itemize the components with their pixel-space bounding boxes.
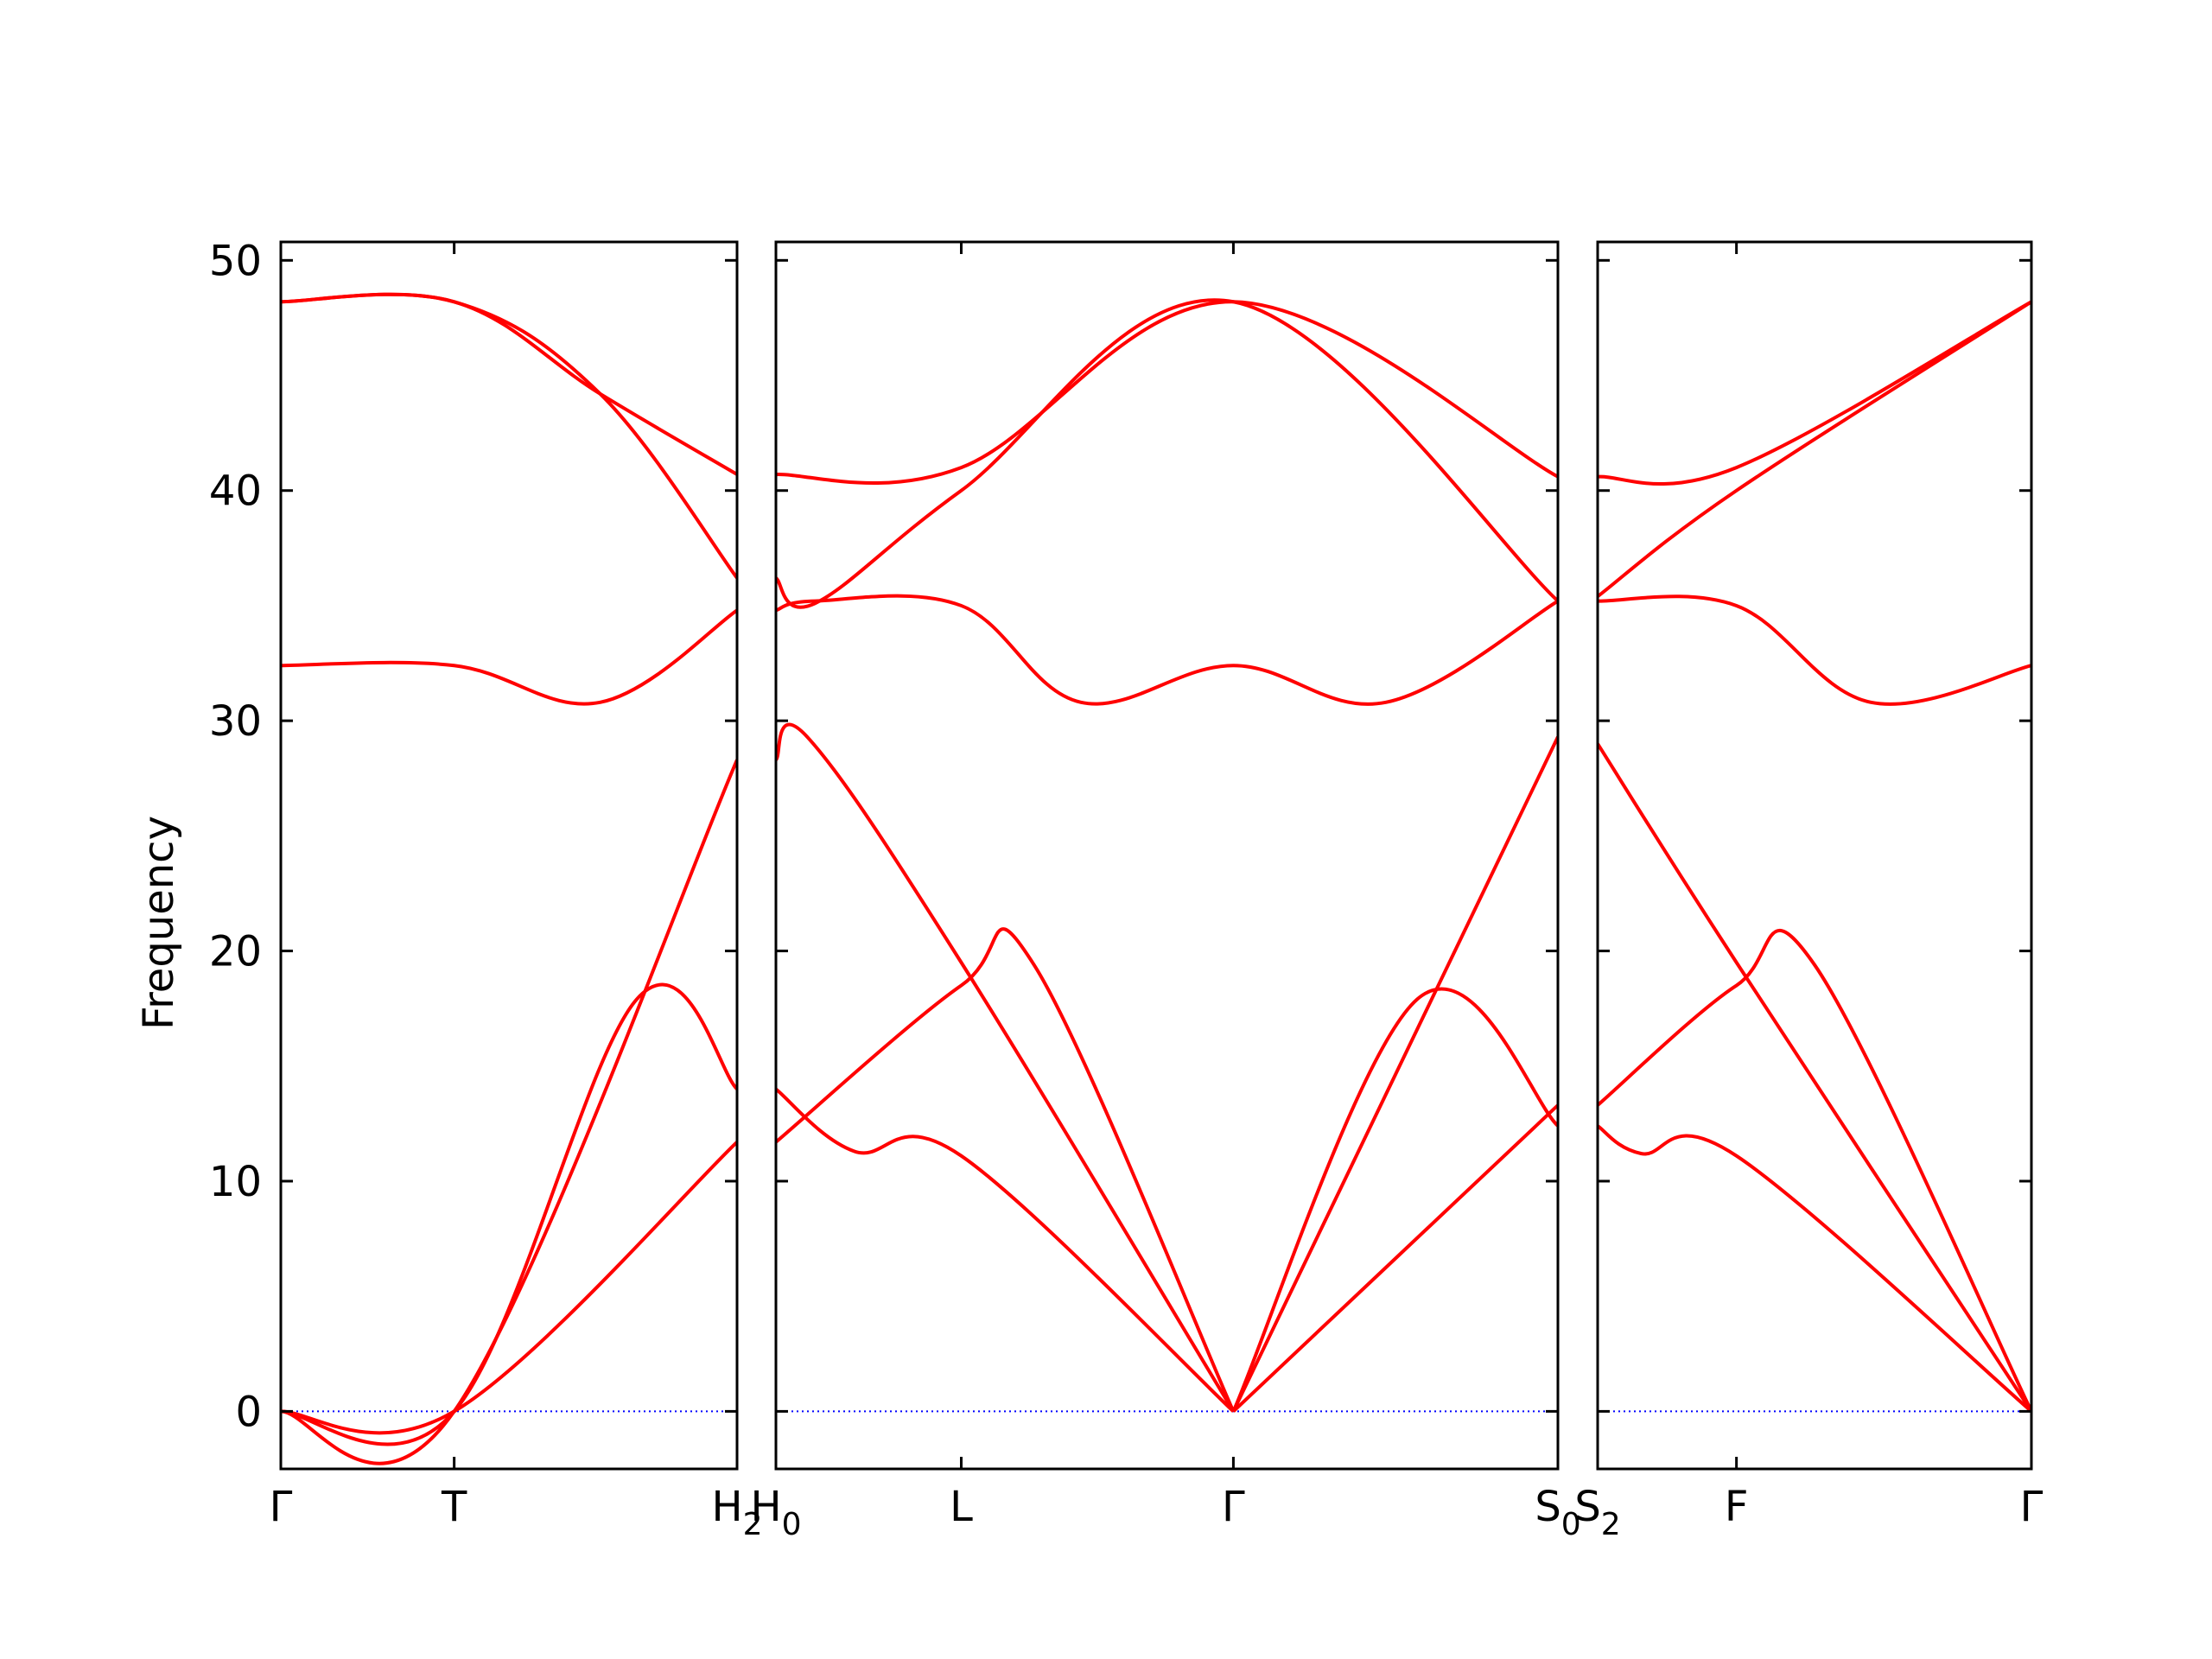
band-line-1 [776,927,1236,1413]
band-line-8 [1231,735,1558,1413]
x-tick-label-subscript: 2 [743,1507,763,1542]
y-tick-label: 0 [235,1388,262,1436]
panel-frame [774,240,1560,1471]
bands [281,292,737,1465]
band-line-4 [1598,594,2031,706]
panel-1: Γ T H2 [270,240,763,1542]
band-line-6 [776,300,1558,486]
band-line-3 [1598,742,2031,1413]
x-tick-label: T [441,1483,467,1531]
band-line-4 [281,608,737,706]
y-tick-label: 50 [209,237,262,285]
band-line-4 [776,594,1558,706]
band-line-9 [1232,1103,1558,1413]
band-line-7 [1231,987,1558,1413]
x-tick-label-subscript: 0 [782,1507,802,1542]
band-line-3 [281,759,737,1465]
x-tick-label: L [950,1483,973,1531]
band-line-1 [281,1141,737,1435]
band-line-2 [1598,1124,2031,1413]
y-tick-labels: 0 10 20 30 40 50 [209,237,262,1436]
band-line-5 [1598,300,2031,598]
x-tick-label: Γ [270,1483,293,1531]
band-line-2 [281,982,737,1446]
x-tick-label: Γ [1222,1483,1245,1531]
panel-2: H0 L Γ S0 [751,240,1581,1542]
y-tick-label: 20 [209,928,262,976]
y-axis-label: Frequency [135,816,183,1030]
x-tick-label-subscript: 0 [1561,1507,1581,1542]
band-line-6 [1598,300,2031,486]
y-tick-label: 40 [209,467,262,516]
x-tick-label-subscript: 2 [1601,1507,1621,1542]
x-tick-label: S2 [1574,1483,1620,1542]
x-tick-label: F [1725,1483,1749,1531]
bands [776,298,1558,1413]
panel-frame [1596,240,2033,1471]
y-tick-label: 10 [209,1158,262,1206]
band-line-6 [281,292,737,476]
bands [1598,300,2031,1413]
panel-3: S2 F Γ [1574,240,2044,1542]
band-line-2 [776,1087,1235,1413]
panel-frame [279,240,739,1471]
y-tick-label: 30 [209,697,262,746]
band-line-3 [776,722,1236,1413]
band-line-1 [1598,928,2031,1413]
x-tick-label: Γ [2020,1483,2044,1531]
band-line-5 [776,298,1558,609]
